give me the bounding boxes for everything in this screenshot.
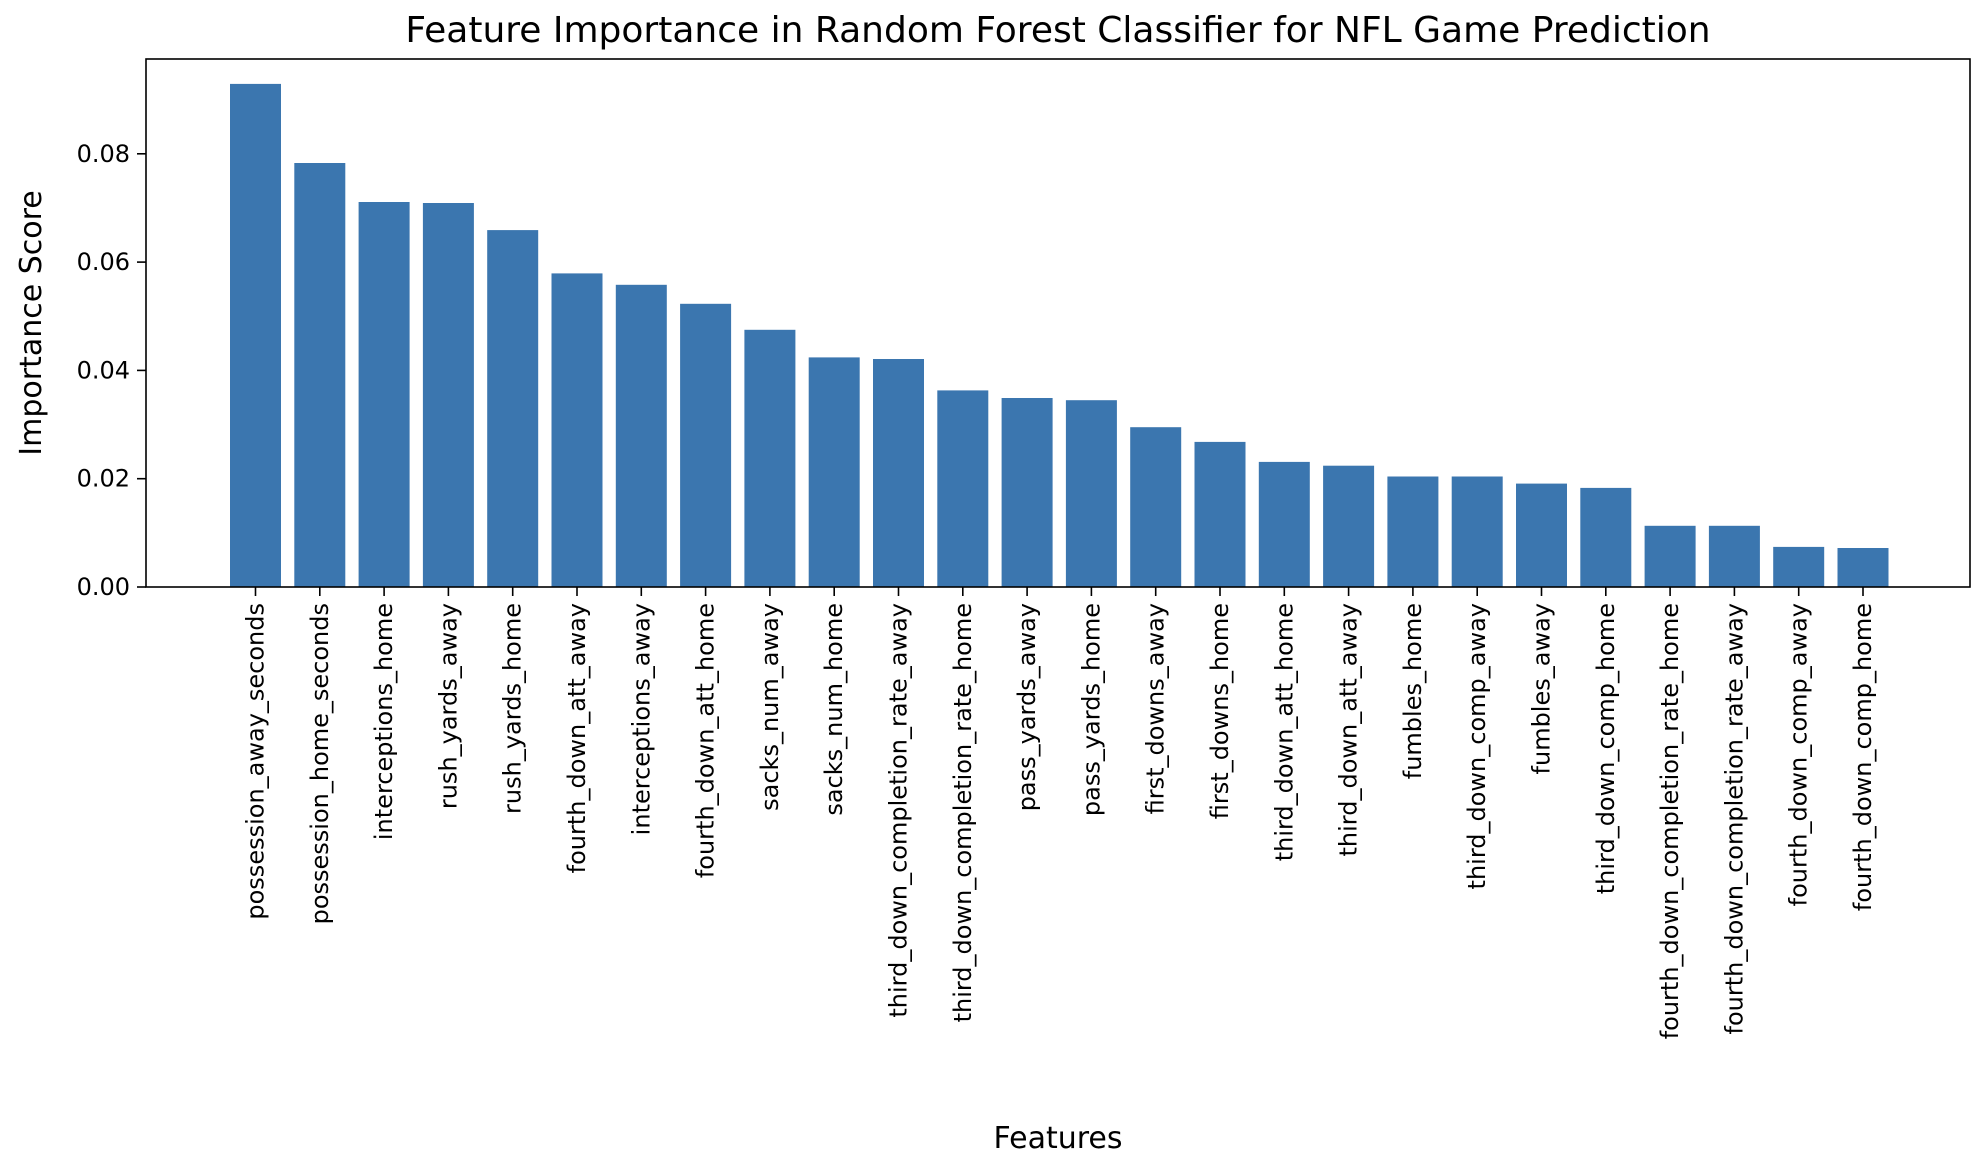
y-tick-label: 0.06 (77, 248, 130, 276)
bar-interceptions-home (358, 202, 410, 587)
x-tick-label: third_down_completion_rate_home (949, 603, 977, 1022)
bar-third-down-att-away (1323, 465, 1375, 587)
x-tick-label: interceptions_home (370, 603, 398, 840)
x-tick-label: sacks_num_away (756, 603, 784, 811)
y-axis-label: Importance Score (14, 190, 49, 455)
bar-fourth-down-comp-home (1837, 548, 1889, 587)
bar-fourth-down-att-home (680, 303, 732, 587)
x-tick-label: third_down_comp_away (1463, 603, 1491, 889)
x-tick-label: possession_home_seconds (306, 603, 334, 924)
x-axis-ticks: possession_away_seconds possession_home_s… (242, 587, 1877, 1039)
x-tick-label: sacks_num_home (820, 603, 848, 816)
y-axis-ticks: 0.00 0.02 0.04 0.06 0.08 (77, 140, 146, 601)
x-tick-label: fourth_down_att_home (692, 603, 720, 878)
bar-sacks-num-away (744, 329, 796, 587)
x-tick-label: pass_yards_away (1013, 603, 1041, 811)
bar-first-downs-away (1130, 427, 1182, 587)
bar-third-down-comp-home (1580, 487, 1632, 587)
x-tick-label: fourth_down_att_away (563, 603, 591, 873)
x-axis-label: Features (994, 1121, 1123, 1156)
bar-third-down-completion-rate-home (937, 390, 989, 587)
x-tick-label: third_down_att_away (1335, 603, 1363, 857)
bar-fourth-down-att-away (551, 273, 603, 587)
bar-first-downs-home (1194, 441, 1246, 587)
x-tick-label: first_downs_home (1206, 603, 1234, 819)
bar-possession-away-seconds (230, 83, 281, 588)
x-tick-label: fumbles_away (1528, 603, 1556, 774)
bar-sacks-num-home (808, 357, 860, 587)
x-tick-label: rush_yards_home (499, 603, 527, 814)
bar-third-down-comp-away (1451, 476, 1503, 587)
x-tick-label: fourth_down_completion_rate_away (1720, 603, 1748, 1034)
x-tick-label: fourth_down_comp_home (1849, 603, 1877, 911)
bar-rush-yards-home (487, 230, 539, 587)
x-tick-label: fourth_down_comp_away (1785, 603, 1813, 906)
chart-title: Feature Importance in Random Forest Clas… (405, 10, 1710, 51)
bar-rush-yards-away (422, 203, 474, 587)
bar-third-down-completion-rate-away (873, 359, 924, 587)
bar-pass-yards-home (1065, 400, 1117, 587)
y-tick-label: 0.02 (77, 465, 130, 493)
x-tick-label: third_down_comp_home (1592, 603, 1620, 894)
bar-third-down-att-home (1258, 461, 1310, 587)
x-tick-label: first_downs_away (1142, 603, 1170, 814)
bar-pass-yards-away (1001, 398, 1053, 587)
bar-possession-home-seconds (294, 163, 346, 587)
plot-frame (145, 58, 1971, 588)
x-tick-label: possession_away_seconds (242, 603, 270, 920)
x-tick-label: third_down_completion_rate_away (885, 603, 913, 1018)
bar-interceptions-away (615, 284, 667, 587)
x-tick-label: interceptions_away (627, 603, 655, 835)
bar-fumbles-home (1387, 476, 1439, 587)
bar-fumbles-away (1516, 483, 1567, 587)
x-tick-label: fumbles_home (1399, 603, 1427, 779)
bar-fourth-down-completion-rate-away (1708, 525, 1760, 587)
y-tick-label: 0.04 (77, 356, 130, 384)
bars-layer (230, 83, 1889, 588)
y-tick-label: 0.08 (77, 140, 130, 168)
x-tick-label: third_down_att_home (1270, 603, 1298, 861)
x-tick-label: pass_yards_home (1077, 603, 1105, 816)
x-tick-label: fourth_down_completion_rate_home (1656, 603, 1684, 1039)
y-tick-label: 0.00 (77, 573, 130, 601)
x-tick-label: rush_yards_away (434, 603, 462, 809)
bar-fourth-down-comp-away (1773, 546, 1825, 587)
bar-fourth-down-completion-rate-home (1644, 525, 1696, 587)
